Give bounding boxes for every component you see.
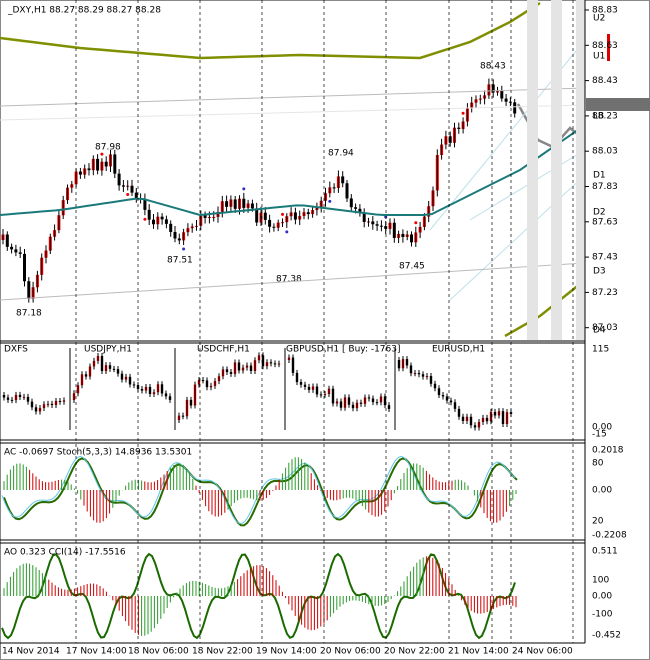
axis-label: 87.23 xyxy=(592,288,618,298)
time-label: 14 Nov 2014 xyxy=(2,647,60,657)
axis-label: 87.03 xyxy=(592,323,618,333)
fractal-dot xyxy=(281,212,284,216)
signal-line xyxy=(1,455,516,524)
band-upper xyxy=(0,1,541,60)
fractal-dot xyxy=(100,152,104,156)
axis-label: 88.03 xyxy=(592,147,618,157)
symbol-label: GBPUSD,H1 [ Buy: -1763] xyxy=(286,345,401,355)
price-annotation: 87.38 xyxy=(276,275,302,285)
fractal-dot xyxy=(242,187,246,191)
axis-label: -100 xyxy=(592,610,613,620)
axis-label: 0.00 xyxy=(592,486,612,496)
axis-label: -0.2208 xyxy=(592,531,627,541)
price-box xyxy=(586,98,650,111)
fractal-dot xyxy=(414,221,418,225)
trend-line xyxy=(0,87,586,107)
axis-label: 88.43 xyxy=(592,76,618,86)
axis-label: 88.83 xyxy=(592,6,618,16)
axis-label: 87.63 xyxy=(592,217,618,227)
time-label: 21 Nov 14:00 xyxy=(448,647,509,657)
time-label: 20 Nov 06:00 xyxy=(320,647,381,657)
price-annotation: 87.18 xyxy=(16,309,42,319)
axis-label: 100 xyxy=(592,576,609,586)
level-label: D2 xyxy=(593,208,606,218)
axis-label: 87.43 xyxy=(592,253,618,263)
trend-line xyxy=(0,104,586,121)
fan-line xyxy=(449,174,586,301)
price-annotation: 87.94 xyxy=(328,149,354,159)
level-label: D3 xyxy=(593,267,606,277)
panel-title: AC -0.0697 Stoch(5,3,3) 14.8936 13.5301 xyxy=(4,448,192,458)
panel-title: AO 0.323 CCI(14) -17.5516 xyxy=(4,548,126,558)
shade-zone xyxy=(551,0,562,340)
axis-label: 87.83 xyxy=(592,182,618,192)
panel-borders xyxy=(0,0,586,644)
level-label: U1 xyxy=(593,52,605,62)
level-label: D4 xyxy=(593,326,606,336)
price-annotation: 87.51 xyxy=(167,256,193,266)
level-label: D1 xyxy=(593,171,606,181)
axis-label: 115 xyxy=(592,345,609,355)
fractal-dot xyxy=(143,217,147,221)
fractal-dot xyxy=(328,199,332,203)
level-label: LB xyxy=(593,112,604,122)
fractal-dot xyxy=(285,230,289,234)
time-label: 17 Nov 14:00 xyxy=(66,647,127,657)
axis-label: 0.2018 xyxy=(592,446,624,456)
panel-title: DXFS xyxy=(4,345,28,355)
time-label: 20 Nov 22:00 xyxy=(384,647,445,657)
symbol-label: USDCHF,H1 xyxy=(197,345,250,355)
moving-average xyxy=(0,124,585,217)
trend-line xyxy=(0,262,586,301)
price-annotation: 88.43 xyxy=(480,62,506,72)
axis-label: 88.23 xyxy=(592,111,618,121)
chart-header: _DXY,H1 88.27 88.29 88.27 88.28 xyxy=(7,6,161,16)
fractal-dot xyxy=(461,111,465,115)
axis-label: 88.63 xyxy=(592,41,618,51)
axis-label: -15 xyxy=(592,430,607,440)
axis-label: 0.511 xyxy=(592,547,618,557)
time-label: 19 Nov 14:00 xyxy=(256,647,317,657)
axis-label: 0.00 xyxy=(592,423,612,433)
symbol-label: EURUSD,H1 xyxy=(432,345,485,355)
fractal-dot xyxy=(182,247,186,251)
price-annotation: 87.98 xyxy=(95,143,121,153)
fractal-dot xyxy=(126,192,130,196)
axis-label: -0.452 xyxy=(592,631,621,641)
price-annotation: 87.45 xyxy=(399,262,425,272)
axis-label: 0.00 xyxy=(592,592,612,602)
time-label: 18 Nov 06:00 xyxy=(128,647,189,657)
price-marker xyxy=(607,34,610,61)
time-label: 24 Nov 06:00 xyxy=(512,647,573,657)
shade-zone xyxy=(576,0,585,340)
shade-zone xyxy=(527,0,538,340)
band-lower xyxy=(504,279,586,338)
axis-label: 20 xyxy=(592,517,604,527)
axis-label: 80 xyxy=(592,459,604,469)
time-label: 18 Nov 22:00 xyxy=(192,647,253,657)
level-label: U2 xyxy=(593,14,605,24)
symbol-label: USDJPY,H1 xyxy=(84,345,132,355)
